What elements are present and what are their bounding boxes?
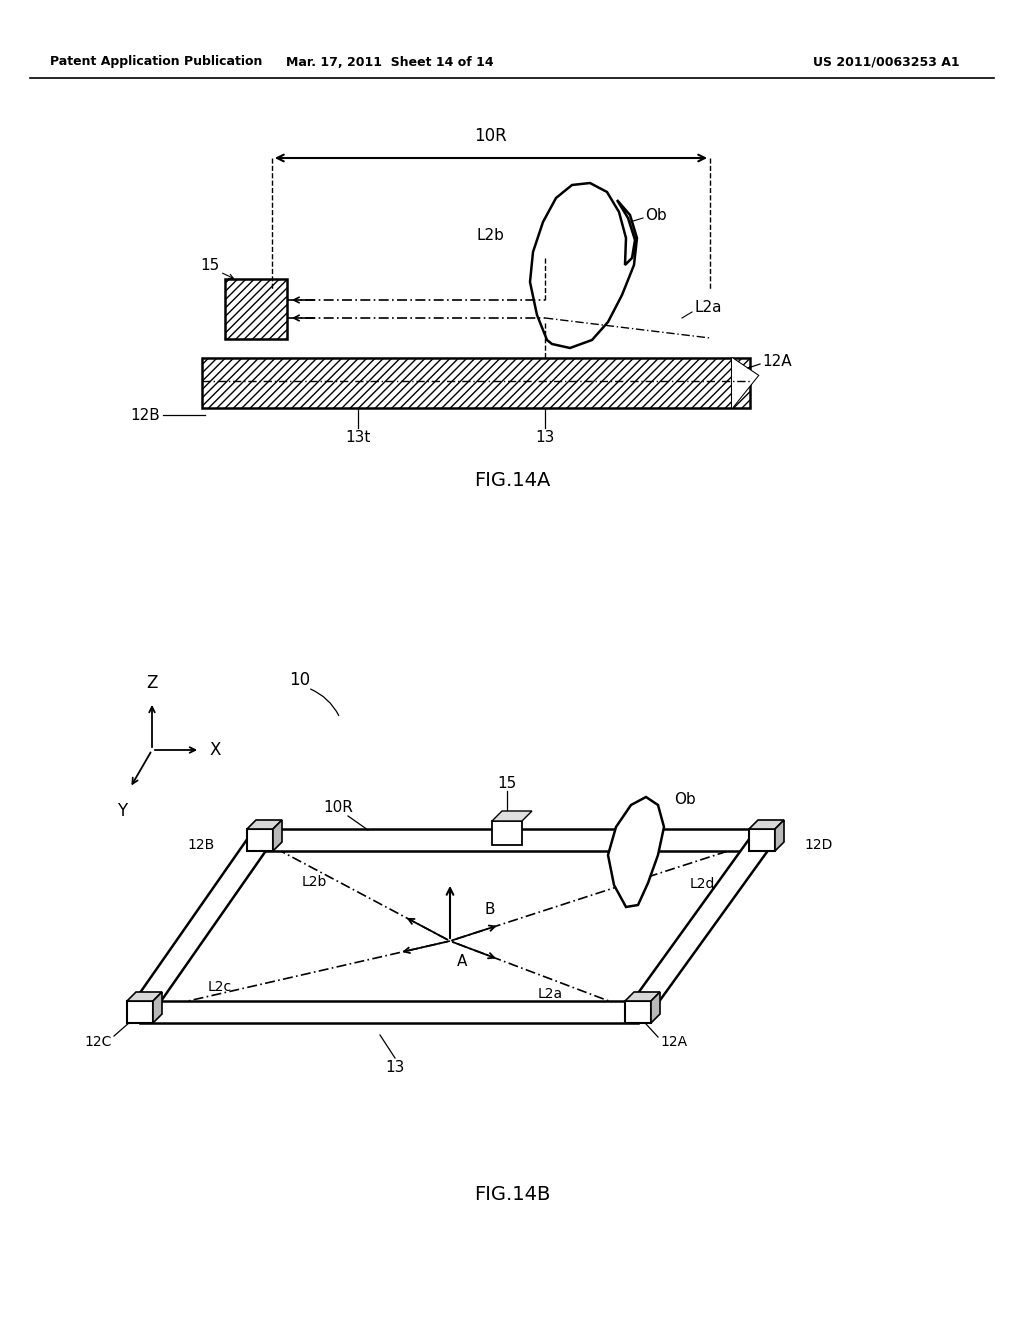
Polygon shape: [775, 820, 784, 851]
Bar: [749, 829, 775, 851]
Polygon shape: [131, 834, 269, 1018]
Text: L2c: L2c: [208, 979, 232, 994]
Text: Y: Y: [117, 803, 127, 820]
Text: 10R: 10R: [323, 800, 353, 816]
Text: 15: 15: [201, 257, 219, 272]
Text: 12A: 12A: [660, 1035, 687, 1049]
Polygon shape: [153, 993, 162, 1023]
Text: 12A: 12A: [762, 355, 792, 370]
Text: 15: 15: [498, 776, 517, 791]
Polygon shape: [625, 993, 660, 1001]
Polygon shape: [651, 993, 660, 1023]
Text: 12D: 12D: [804, 838, 833, 851]
Text: 12B: 12B: [130, 408, 160, 422]
Bar: [247, 829, 273, 851]
Text: Ob: Ob: [674, 792, 695, 808]
Polygon shape: [732, 358, 758, 408]
Text: Ob: Ob: [645, 207, 667, 223]
Text: L2a: L2a: [695, 301, 723, 315]
Text: 13t: 13t: [345, 430, 371, 445]
Text: FIG.14B: FIG.14B: [474, 1185, 550, 1204]
Polygon shape: [732, 358, 758, 408]
Polygon shape: [749, 820, 784, 829]
Bar: [492, 821, 522, 845]
Text: L2a: L2a: [538, 987, 563, 1001]
Polygon shape: [260, 829, 762, 851]
Polygon shape: [247, 820, 282, 829]
Polygon shape: [140, 1001, 638, 1023]
Text: FIG.14A: FIG.14A: [474, 470, 550, 490]
Polygon shape: [273, 820, 282, 851]
Text: L2b: L2b: [476, 227, 504, 243]
Text: 13: 13: [536, 430, 555, 445]
Polygon shape: [492, 810, 532, 821]
Text: 12B: 12B: [187, 838, 215, 851]
Text: 10: 10: [290, 671, 310, 689]
Text: Z: Z: [146, 675, 158, 692]
Text: US 2011/0063253 A1: US 2011/0063253 A1: [813, 55, 961, 69]
Polygon shape: [530, 183, 637, 348]
Text: 12C: 12C: [85, 1035, 112, 1049]
Text: Mar. 17, 2011  Sheet 14 of 14: Mar. 17, 2011 Sheet 14 of 14: [286, 55, 494, 69]
Text: L2d: L2d: [690, 876, 716, 891]
Text: A: A: [457, 953, 467, 969]
Text: 13: 13: [385, 1060, 404, 1074]
Polygon shape: [608, 797, 664, 907]
Bar: [625, 1001, 651, 1023]
Polygon shape: [127, 993, 162, 1001]
Text: 10R: 10R: [475, 127, 507, 145]
Bar: [127, 1001, 153, 1023]
Text: L2b: L2b: [302, 875, 328, 888]
Polygon shape: [629, 833, 771, 1019]
Text: B: B: [484, 902, 496, 916]
Text: Patent Application Publication: Patent Application Publication: [50, 55, 262, 69]
Bar: [225, 279, 287, 339]
Bar: [202, 358, 750, 408]
Text: X: X: [210, 741, 221, 759]
